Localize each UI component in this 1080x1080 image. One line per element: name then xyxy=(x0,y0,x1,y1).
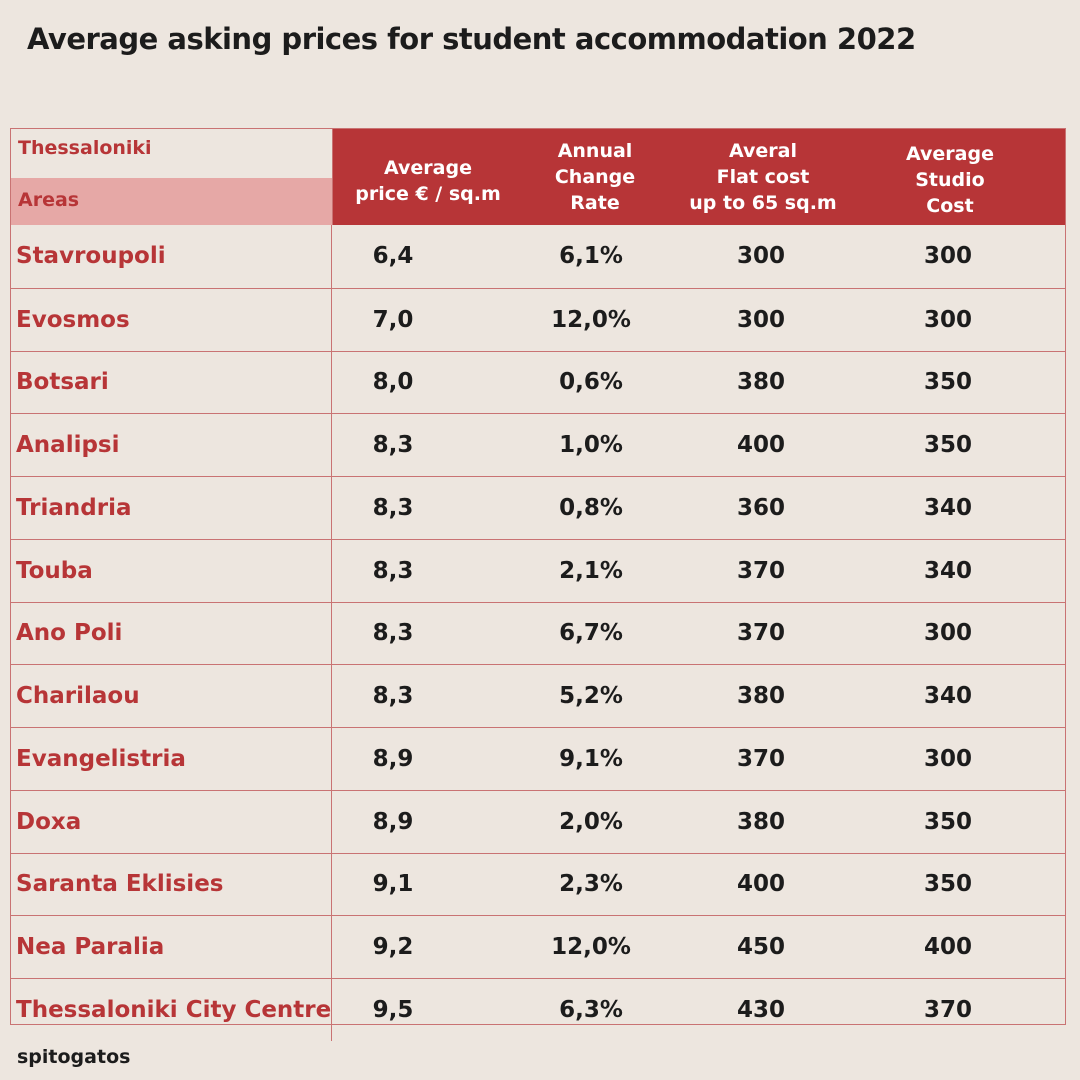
header-columns-band: Average price € / sq.m Annual Change Rat… xyxy=(333,129,1065,225)
change-cell: 9,1% xyxy=(559,745,623,772)
change-cell: 2,0% xyxy=(559,808,623,835)
price-cell: 6,4 xyxy=(372,243,414,270)
flat-cost-cell: 370 xyxy=(736,620,785,647)
area-name-cell: Doxa xyxy=(11,790,332,853)
price-cell: 8,3 xyxy=(372,432,414,459)
change-cell: 6,3% xyxy=(559,996,623,1023)
flat-cost-cell: 300 xyxy=(736,243,785,270)
table-row: Evosmos 7,0 12,0% 300 300 xyxy=(11,287,1065,351)
studio-cost-cell: 400 xyxy=(923,934,972,961)
studio-cost-cell: 340 xyxy=(923,557,972,584)
table-row: Ano Poli 8,3 6,7% 370 300 xyxy=(11,601,1065,665)
change-cell: 12,0% xyxy=(551,934,631,961)
change-cell: 2,3% xyxy=(559,871,623,898)
flat-cost-cell: 450 xyxy=(736,934,785,961)
flat-cost-cell: 300 xyxy=(736,306,785,333)
area-name-cell: Analipsi xyxy=(11,414,332,476)
area-name-cell: Ano Poli xyxy=(11,602,332,665)
flat-cost-cell: 400 xyxy=(736,432,785,459)
header-area-block: Thessaloniki Areas xyxy=(11,129,333,225)
flat-cost-cell: 380 xyxy=(736,683,785,710)
table-row: Triandria 8,3 0,8% 360 340 xyxy=(11,476,1065,539)
change-cell: 12,0% xyxy=(551,306,631,333)
change-cell: 0,8% xyxy=(559,494,623,521)
table-row: Botsari 8,0 0,6% 380 350 xyxy=(11,350,1065,414)
studio-cost-cell: 370 xyxy=(923,996,972,1023)
price-cell: 8,3 xyxy=(372,620,414,647)
table-row: Nea Paralia 9,2 12,0% 450 400 xyxy=(11,915,1065,978)
studio-cost-cell: 350 xyxy=(923,808,972,835)
table-row: Saranta Eklisies 9,1 2,3% 400 350 xyxy=(11,852,1065,916)
flat-cost-cell: 370 xyxy=(736,557,785,584)
table-header: Thessaloniki Areas Average price € / sq.… xyxy=(11,129,1065,225)
areas-label: Areas xyxy=(18,189,80,211)
price-cell: 9,1 xyxy=(372,871,414,898)
price-cell: 8,9 xyxy=(372,808,414,835)
column-header-change: Annual Change Rate xyxy=(554,140,636,214)
column-header-flat: Averal Flat cost up to 65 sq.m xyxy=(689,140,837,214)
table-row: Evangelistria 8,9 9,1% 370 300 xyxy=(11,727,1065,790)
change-cell: 6,7% xyxy=(559,620,623,647)
studio-cost-cell: 350 xyxy=(923,871,972,898)
flat-cost-cell: 380 xyxy=(736,369,785,396)
column-header-price: Average price € / sq.m xyxy=(355,157,501,205)
table-row: Doxa 8,9 2,0% 380 350 xyxy=(11,789,1065,853)
brand-footer: spitogatos xyxy=(17,1046,131,1068)
table-row: Touba 8,3 2,1% 370 340 xyxy=(11,538,1065,602)
area-name-cell: Charilaou xyxy=(11,665,332,727)
studio-cost-cell: 350 xyxy=(923,369,972,396)
area-name-cell: Triandria xyxy=(11,477,332,539)
area-name-cell: Evosmos xyxy=(11,288,332,351)
price-cell: 8,3 xyxy=(372,683,414,710)
area-name-cell: Evangelistria xyxy=(11,728,332,790)
flat-cost-cell: 370 xyxy=(736,745,785,772)
studio-cost-cell: 340 xyxy=(923,494,972,521)
table-row: Thessaloniki City Centre 9,5 6,3% 430 370 xyxy=(11,978,1065,1041)
change-cell: 2,1% xyxy=(559,557,623,584)
flat-cost-cell: 360 xyxy=(736,494,785,521)
studio-cost-cell: 340 xyxy=(923,683,972,710)
flat-cost-cell: 400 xyxy=(736,871,785,898)
flat-cost-cell: 380 xyxy=(736,808,785,835)
studio-cost-cell: 300 xyxy=(923,243,972,270)
change-cell: 0,6% xyxy=(559,369,623,396)
change-cell: 1,0% xyxy=(559,432,623,459)
areas-header-band: Areas xyxy=(11,178,332,225)
studio-cost-cell: 300 xyxy=(923,306,972,333)
table-row: Stavroupoli 6,4 6,1% 300 300 xyxy=(11,225,1065,288)
page-title: Average asking prices for student accomm… xyxy=(27,22,916,56)
change-cell: 6,1% xyxy=(559,243,623,270)
area-name-cell: Thessaloniki City Centre xyxy=(11,979,332,1041)
city-label: Thessaloniki xyxy=(18,137,152,159)
price-cell: 9,2 xyxy=(372,934,414,961)
area-name-cell: Botsari xyxy=(11,351,332,414)
studio-cost-cell: 300 xyxy=(923,745,972,772)
price-cell: 8,3 xyxy=(372,557,414,584)
flat-cost-cell: 430 xyxy=(736,996,785,1023)
studio-cost-cell: 350 xyxy=(923,432,972,459)
price-cell: 7,0 xyxy=(372,306,414,333)
price-cell: 8,3 xyxy=(372,494,414,521)
studio-cost-cell: 300 xyxy=(923,620,972,647)
price-cell: 9,5 xyxy=(372,996,414,1023)
column-header-studio: Average Studio Cost xyxy=(906,143,994,217)
price-cell: 8,9 xyxy=(372,745,414,772)
area-name-cell: Stavroupoli xyxy=(11,225,332,288)
area-name-cell: Touba xyxy=(11,539,332,602)
area-name-cell: Saranta Eklisies xyxy=(11,853,332,916)
table-row: Analipsi 8,3 1,0% 400 350 xyxy=(11,413,1065,476)
change-cell: 5,2% xyxy=(559,683,623,710)
price-cell: 8,0 xyxy=(372,369,414,396)
table-body: Stavroupoli 6,4 6,1% 300 300 Evosmos 7,0 12,0% 3… xyxy=(11,225,1065,1041)
price-table: Thessaloniki Areas Average price € / sq.… xyxy=(10,128,1066,1041)
area-name-cell: Nea Paralia xyxy=(11,916,332,978)
table-row: Charilaou 8,3 5,2% 380 340 xyxy=(11,664,1065,727)
